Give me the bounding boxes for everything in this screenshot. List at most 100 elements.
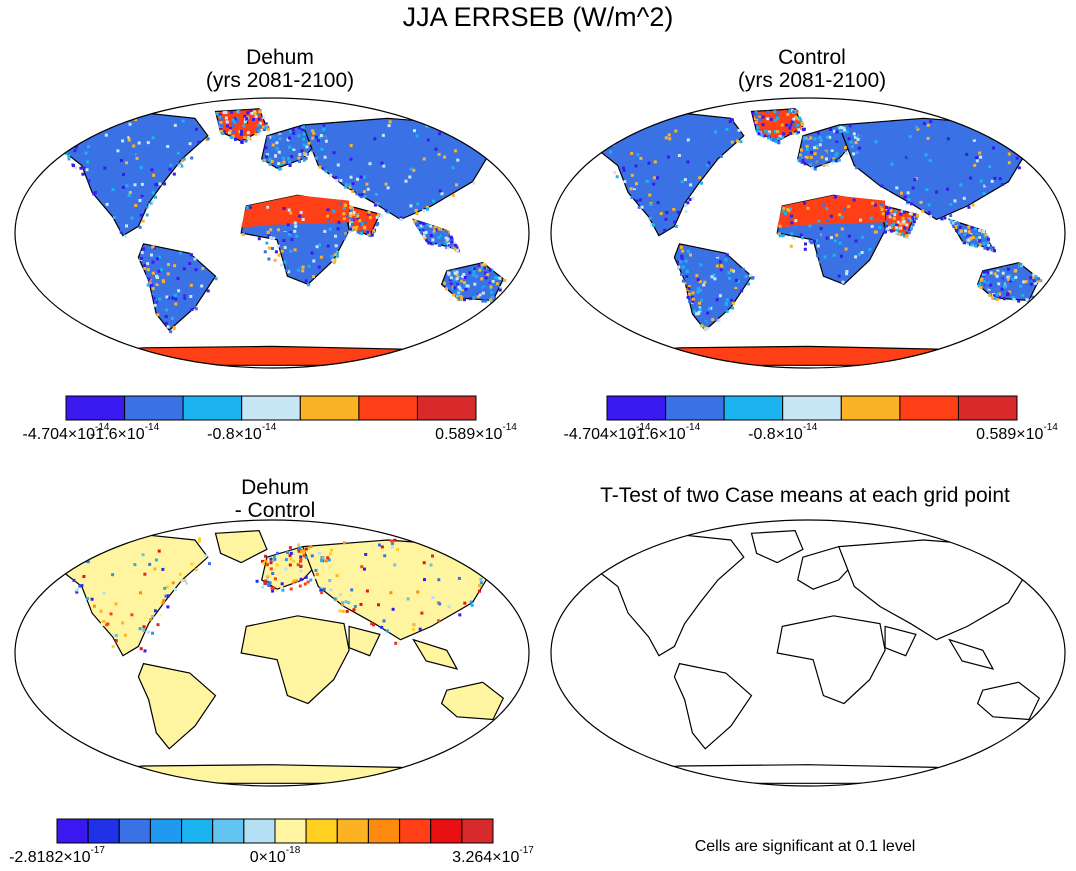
grid-cell [1017,299,1021,303]
grid-cell [264,146,268,150]
grid-cell [778,224,782,228]
grid-cell [1016,279,1020,283]
grid-cell [81,172,85,176]
grid-cell [288,164,292,167]
grid-cell [903,226,907,230]
grid-cell [487,279,491,283]
grid-cell [459,279,463,283]
grid-cell [326,208,330,212]
grid-cell [151,287,155,291]
grid-cell [859,218,863,222]
grid-cell [255,579,259,583]
grid-cell [409,204,413,208]
grid-cell [825,236,829,240]
grid-cell [704,291,708,295]
grid-cell [262,561,266,565]
grid-cell [830,148,834,152]
colorbar-diff [56,818,494,844]
grid-cell [805,148,809,151]
grid-cell [747,282,751,286]
grid-cell [133,563,137,567]
grid-cell [822,163,826,167]
grid-cell [472,181,476,185]
grid-cell [296,563,300,567]
grid-cell [448,278,452,282]
grid-cell [914,177,918,181]
grid-cell [983,235,987,239]
grid-cell [334,176,338,180]
grid-cell [821,203,825,207]
grid-cell [137,141,141,145]
grid-cell [715,264,719,268]
grid-cell [998,292,1001,296]
grid-cell [691,196,695,200]
grid-cell [384,182,388,186]
grid-cell [348,183,352,187]
grid-cell [842,126,846,130]
grid-cell [445,240,449,244]
grid-cell [222,130,226,134]
colorbar-swatch [124,395,184,421]
grid-cell [637,205,641,209]
grid-cell [806,206,810,210]
grid-cell [183,578,187,582]
grid-cell [292,148,296,151]
grid-cell [340,603,344,607]
grid-cell [299,558,303,561]
grid-cell [166,594,170,598]
grid-cell [348,230,352,234]
grid-cell [887,211,891,215]
grid-cell [703,327,707,331]
grid-cell [194,298,198,302]
grid-cell [909,219,913,223]
grid-cell [868,251,872,254]
grid-cell [785,123,789,127]
grid-cell [373,203,377,207]
grid-cell [271,247,274,250]
grid-cell [456,248,459,252]
grid-cell [165,308,169,312]
grid-cell [429,224,433,228]
grid-cell [297,549,301,553]
grid-cell [462,556,466,560]
continent-antarctica [576,764,1040,784]
grid-cell [488,268,492,272]
grid-cell [490,572,494,576]
colorbar-tick-label: 3.264×10-17 [452,845,534,867]
grid-cell [67,157,71,161]
grid-cell [166,325,170,329]
continent-australia [976,681,1041,721]
grid-cell [835,137,839,141]
grid-cell [265,155,269,159]
grid-cell [164,315,168,318]
grid-cell [813,159,817,163]
grid-cell [287,208,291,212]
grid-cell [155,283,159,286]
grid-cell [1029,282,1033,286]
panel-title-ttest-line1: T-Test of two Case means at each grid po… [600,484,1010,507]
grid-cell [286,551,289,554]
grid-cell [257,237,261,241]
grid-cell [903,210,906,214]
grid-cell [451,166,455,170]
grid-cell [165,585,169,589]
grid-cell [173,264,177,268]
grid-cell [857,252,861,256]
grid-cell [422,222,426,226]
grid-cell [767,136,770,140]
colorbar-tick-label: -2.8182×10-17 [9,845,105,867]
grid-cell [302,552,306,555]
grid-cell [687,285,691,289]
grid-cell [1006,292,1010,296]
grid-cell [972,136,975,140]
grid-cell [200,284,204,288]
grid-cell [335,179,339,182]
grid-cell [306,152,310,156]
grid-cell [792,117,796,121]
grid-cell [1019,284,1023,288]
grid-cell [349,144,353,148]
grid-cell [401,195,405,199]
grid-cell [312,131,316,135]
grid-cell [889,209,893,213]
grid-cell [87,145,90,149]
